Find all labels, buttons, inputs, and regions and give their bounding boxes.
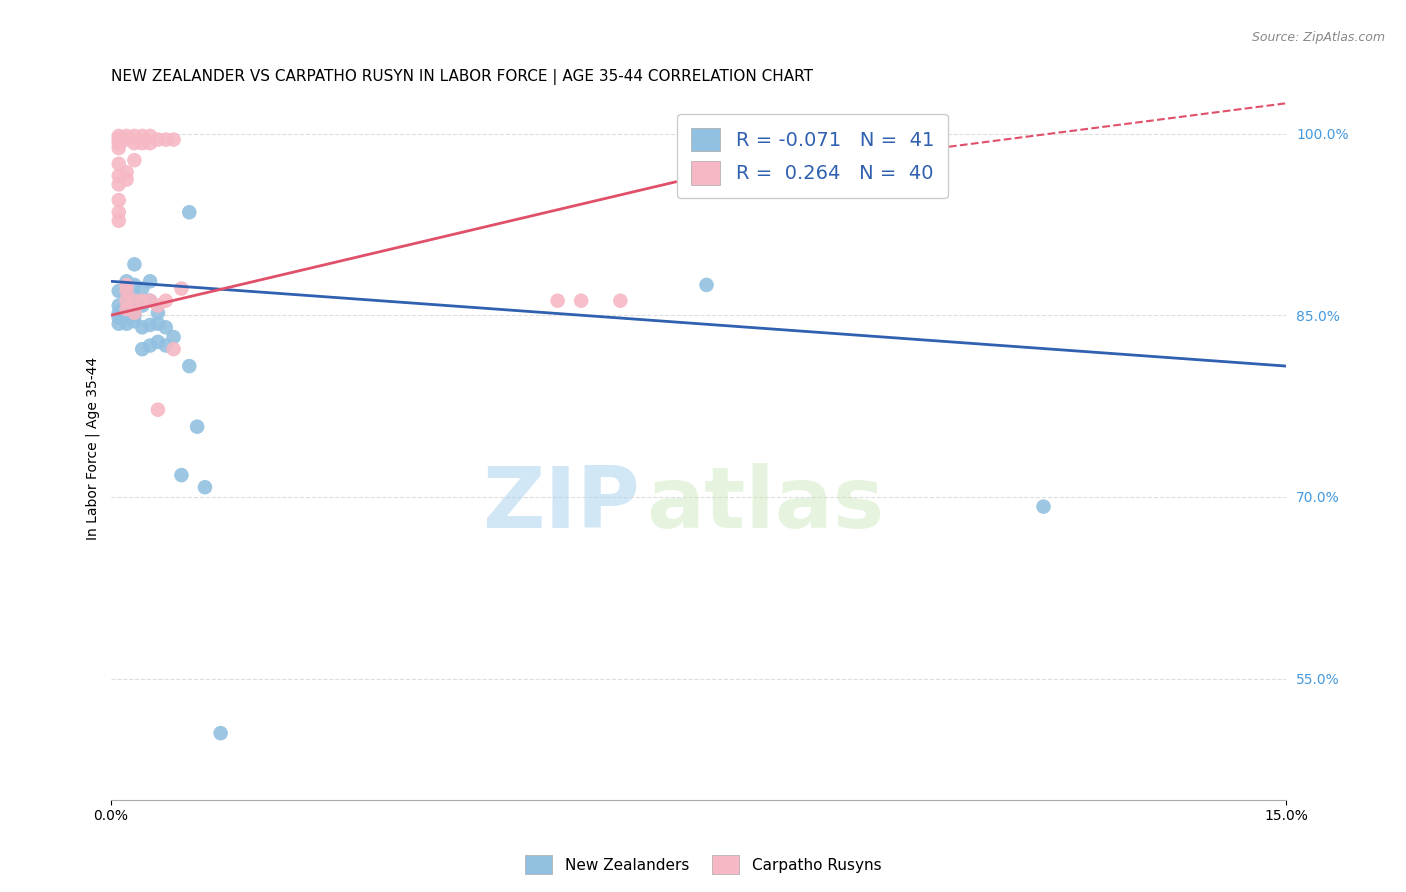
Text: NEW ZEALANDER VS CARPATHO RUSYN IN LABOR FORCE | AGE 35-44 CORRELATION CHART: NEW ZEALANDER VS CARPATHO RUSYN IN LABOR…	[111, 69, 813, 85]
Legend: New Zealanders, Carpatho Rusyns: New Zealanders, Carpatho Rusyns	[519, 849, 887, 880]
Point	[107, 299, 129, 313]
Point	[124, 277, 146, 292]
Point	[146, 334, 169, 349]
Point	[186, 419, 208, 434]
Point	[155, 132, 177, 146]
Point	[146, 132, 169, 146]
Point	[139, 128, 162, 143]
Point	[124, 306, 146, 320]
Point	[115, 302, 138, 317]
Point	[139, 318, 162, 332]
Point	[124, 257, 146, 271]
Point	[124, 296, 146, 310]
Text: Source: ZipAtlas.com: Source: ZipAtlas.com	[1251, 31, 1385, 45]
Point	[107, 128, 129, 143]
Point	[115, 299, 138, 313]
Point	[1032, 500, 1054, 514]
Point	[131, 282, 153, 296]
Point	[146, 402, 169, 417]
Point	[115, 132, 138, 146]
Point	[115, 310, 138, 325]
Point	[107, 306, 129, 320]
Point	[124, 308, 146, 322]
Text: atlas: atlas	[645, 463, 884, 546]
Point	[124, 128, 146, 143]
Point	[146, 306, 169, 320]
Point	[162, 342, 184, 356]
Point	[139, 293, 162, 308]
Point	[162, 330, 184, 344]
Point	[139, 136, 162, 151]
Point	[131, 299, 153, 313]
Point	[155, 338, 177, 352]
Point	[162, 132, 184, 146]
Point	[179, 205, 201, 219]
Point	[107, 193, 129, 207]
Point	[194, 480, 217, 494]
Point	[115, 172, 138, 186]
Point	[107, 136, 129, 151]
Point	[124, 153, 146, 168]
Point	[124, 293, 146, 308]
Point	[146, 317, 169, 331]
Y-axis label: In Labor Force | Age 35-44: In Labor Force | Age 35-44	[86, 357, 100, 540]
Point	[124, 314, 146, 328]
Point	[139, 338, 162, 352]
Point	[115, 165, 138, 179]
Point	[146, 299, 169, 313]
Point	[696, 277, 718, 292]
Point	[107, 178, 129, 192]
Point	[107, 132, 129, 146]
Point	[131, 293, 153, 308]
Point	[209, 726, 232, 740]
Point	[170, 282, 193, 296]
Point	[107, 157, 129, 171]
Point	[115, 274, 138, 288]
Point	[131, 342, 153, 356]
Point	[107, 310, 129, 325]
Point	[107, 205, 129, 219]
Point	[107, 213, 129, 227]
Point	[107, 141, 129, 155]
Point	[547, 293, 569, 308]
Point	[179, 359, 201, 373]
Point	[107, 317, 129, 331]
Point	[139, 274, 162, 288]
Point	[124, 136, 146, 151]
Point	[569, 293, 592, 308]
Point	[155, 320, 177, 334]
Text: ZIP: ZIP	[482, 463, 640, 546]
Point	[131, 128, 153, 143]
Point	[155, 293, 177, 308]
Point	[107, 284, 129, 298]
Point	[170, 468, 193, 483]
Point	[124, 301, 146, 315]
Point	[609, 293, 631, 308]
Point	[139, 293, 162, 308]
Point	[115, 293, 138, 308]
Point	[115, 317, 138, 331]
Point	[115, 306, 138, 320]
Point	[107, 169, 129, 183]
Legend: R = -0.071   N =  41, R =  0.264   N =  40: R = -0.071 N = 41, R = 0.264 N = 40	[678, 114, 948, 198]
Point	[124, 290, 146, 304]
Point	[115, 284, 138, 298]
Point	[115, 293, 138, 308]
Point	[131, 136, 153, 151]
Point	[115, 286, 138, 301]
Point	[131, 320, 153, 334]
Point	[115, 277, 138, 292]
Point	[115, 128, 138, 143]
